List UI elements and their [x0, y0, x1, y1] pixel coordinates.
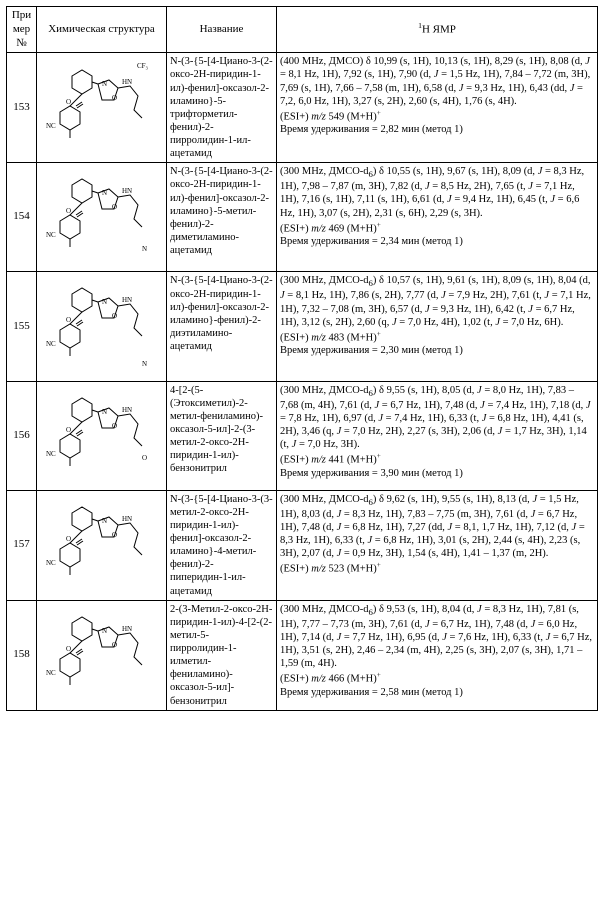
example-number: 154	[7, 163, 37, 272]
structure-cell: NOHNONCN	[37, 272, 167, 381]
svg-text:HN: HN	[122, 78, 132, 86]
nmr-cell: (300 MHz, ДМСО-d6) δ 9,55 (s, 1H), 8,05 …	[277, 381, 598, 490]
header-nmr: 1H ЯМР	[277, 7, 598, 53]
svg-text:NC: NC	[46, 450, 56, 458]
example-number: 153	[7, 53, 37, 163]
table-row: 154NOHNONCNN-(3-{5-[4-Циано-3-(2-оксо-2H…	[7, 163, 598, 272]
svg-text:NC: NC	[46, 559, 56, 567]
example-number: 156	[7, 381, 37, 490]
svg-text:N: N	[102, 298, 107, 306]
svg-text:NC: NC	[46, 340, 56, 348]
table-row: 158NOHNONC2-(3-Метил-2-оксо-2H-пиридин-1…	[7, 600, 598, 710]
svg-text:NC: NC	[46, 122, 56, 130]
structure-cell: NOHNONC	[37, 600, 167, 710]
svg-text:O: O	[66, 207, 71, 215]
svg-text:O: O	[112, 422, 117, 430]
structure-svg: NOHNONCN	[42, 274, 162, 374]
structure-svg: NOHNONCO	[42, 384, 162, 484]
structure-svg: NOHNONC	[42, 493, 162, 593]
structure-svg: NOHNONC	[42, 603, 162, 703]
svg-text:O: O	[66, 535, 71, 543]
svg-text:N: N	[142, 245, 147, 253]
structure-cell: NOHNONCN	[37, 163, 167, 272]
svg-text:N: N	[102, 627, 107, 635]
structure-cell: NOHNONCO	[37, 381, 167, 490]
name-cell: 4-[2-(5-(Этоксиметил)-2-метил-фениламино…	[167, 381, 277, 490]
svg-text:HN: HN	[122, 515, 132, 523]
svg-text:O: O	[112, 312, 117, 320]
example-number: 157	[7, 490, 37, 600]
nmr-cell: (300 MHz, ДМСО-d6) δ 10,55 (s, 1H), 9,67…	[277, 163, 598, 272]
example-number: 155	[7, 272, 37, 381]
name-cell: N-(3-{5-[4-Циано-3-(2-оксо-2H-пиридин-1-…	[167, 272, 277, 381]
nmr-cell: (400 MHz, ДМСО) δ 10,99 (s, 1H), 10,13 (…	[277, 53, 598, 163]
svg-text:O: O	[66, 426, 71, 434]
svg-text:N: N	[102, 408, 107, 416]
svg-text:N: N	[102, 517, 107, 525]
table-row: 157NOHNONCN-(3-{5-[4-Циано-3-(3-метил-2-…	[7, 490, 598, 600]
svg-text:CF₃: CF₃	[137, 62, 149, 70]
svg-text:NC: NC	[46, 231, 56, 239]
header-num: При мер №	[7, 7, 37, 53]
name-cell: N-(3-{5-[4-Циано-3-(2-оксо-2H-пиридин-1-…	[167, 163, 277, 272]
structure-svg: NOHNONCN	[42, 165, 162, 265]
svg-text:NC: NC	[46, 669, 56, 677]
svg-text:N: N	[142, 360, 147, 368]
header-struct: Химическая структура	[37, 7, 167, 53]
svg-text:O: O	[112, 531, 117, 539]
svg-text:HN: HN	[122, 625, 132, 633]
svg-text:O: O	[112, 203, 117, 211]
nmr-cell: (300 MHz, ДМСО-d6) δ 10,57 (s, 1H), 9,61…	[277, 272, 598, 381]
svg-text:HN: HN	[122, 187, 132, 195]
structure-svg: NOHNOCF₃NC	[42, 56, 162, 156]
nmr-label: H ЯМР	[422, 24, 456, 36]
svg-text:O: O	[66, 98, 71, 106]
svg-text:HN: HN	[122, 296, 132, 304]
table-row: 153NOHNOCF₃NCN-(3-{5-[4-Циано-3-(2-оксо-…	[7, 53, 598, 163]
svg-text:O: O	[112, 641, 117, 649]
table-row: 155NOHNONCNN-(3-{5-[4-Циано-3-(2-оксо-2H…	[7, 272, 598, 381]
name-cell: N-(3-{5-[4-Циано-3-(2-оксо-2H-пиридин-1-…	[167, 53, 277, 163]
compound-table: При мер № Химическая структура Название …	[6, 6, 598, 711]
nmr-cell: (300 MHz, ДМСО-d6) δ 9,62 (s, 1H), 9,55 …	[277, 490, 598, 600]
svg-text:O: O	[142, 454, 147, 462]
header-name: Название	[167, 7, 277, 53]
svg-text:HN: HN	[122, 406, 132, 414]
example-number: 158	[7, 600, 37, 710]
svg-text:N: N	[102, 80, 107, 88]
table-header-row: При мер № Химическая структура Название …	[7, 7, 598, 53]
nmr-cell: (300 MHz, ДМСО-d6) δ 9,53 (s, 1H), 8,04 …	[277, 600, 598, 710]
structure-cell: NOHNOCF₃NC	[37, 53, 167, 163]
name-cell: N-(3-{5-[4-Циано-3-(3-метил-2-оксо-2H-пи…	[167, 490, 277, 600]
svg-text:O: O	[66, 316, 71, 324]
svg-text:O: O	[66, 645, 71, 653]
svg-text:N: N	[102, 189, 107, 197]
name-cell: 2-(3-Метил-2-оксо-2H-пиридин-1-ил)-4-[2-…	[167, 600, 277, 710]
svg-text:O: O	[112, 94, 117, 102]
table-row: 156NOHNONCO4-[2-(5-(Этоксиметил)-2-метил…	[7, 381, 598, 490]
structure-cell: NOHNONC	[37, 490, 167, 600]
